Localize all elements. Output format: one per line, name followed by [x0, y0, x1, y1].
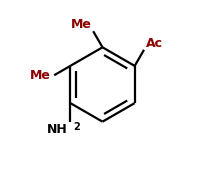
Text: Me: Me	[70, 18, 91, 31]
Text: 2: 2	[73, 122, 80, 132]
Text: Me: Me	[30, 69, 51, 82]
Text: NH: NH	[47, 123, 68, 136]
Text: Ac: Ac	[145, 37, 162, 50]
